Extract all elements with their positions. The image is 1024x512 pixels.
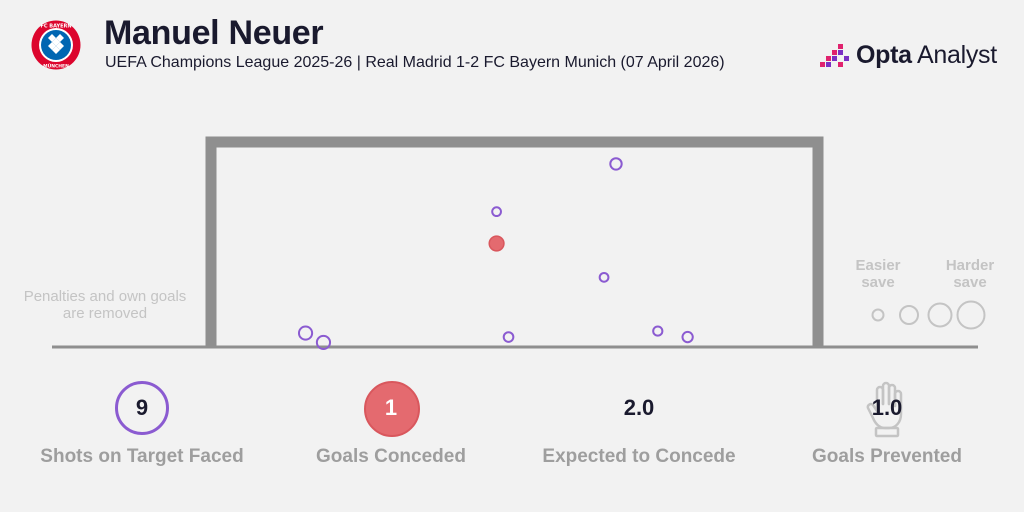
- stat-shots-on-target: 9 Shots on Target Faced: [22, 380, 262, 468]
- ring-icon: [115, 381, 169, 435]
- goalkeeper-glove-icon: [866, 381, 903, 438]
- note-line-1: Penalties and own goals: [23, 288, 187, 305]
- legend-harder-line1: Harder: [945, 257, 995, 274]
- stat-mark: 2.0: [519, 380, 759, 436]
- stat-value: 1.0: [871, 395, 903, 420]
- filled-circle-icon: [364, 381, 420, 437]
- stat-mark: 1.0: [767, 380, 1007, 438]
- size-legend: [871, 300, 986, 330]
- match-subtitle: UEFA Champions League 2025-26 | Real Mad…: [105, 54, 725, 71]
- stat-goals-conceded: 1 Goals Conceded: [271, 380, 511, 468]
- legend-easier-label: Easier save: [838, 257, 918, 291]
- saved-shot-marker: [652, 325, 664, 337]
- saved-shot-marker: [297, 325, 314, 341]
- brand-light: Analyst: [911, 40, 997, 69]
- brand-bold: Opta: [856, 40, 912, 69]
- stat-goals-prevented: 1.0 Goals Prevented: [767, 380, 1007, 468]
- goal-frame: [205, 136, 824, 347]
- legend-size-circle: [927, 302, 953, 328]
- page-title: Manuel Neuer: [104, 14, 324, 52]
- goal-shot-marker: [488, 235, 505, 252]
- svg-text:FC BAYERN: FC BAYERN: [40, 24, 71, 30]
- stat-label: Goals Prevented: [812, 446, 962, 467]
- shots-layer: [297, 157, 694, 351]
- saved-shot-marker: [315, 334, 332, 351]
- saved-shot-marker: [491, 206, 502, 218]
- saved-shot-marker: [609, 157, 623, 171]
- legend-harder-line2: save: [953, 274, 987, 291]
- legend-size-circle: [871, 308, 885, 322]
- svg-text:MÜNCHEN: MÜNCHEN: [43, 63, 69, 70]
- note-line-2: are removed: [62, 305, 148, 322]
- stat-mark: 9: [22, 380, 262, 436]
- saved-shot-marker: [598, 271, 610, 283]
- opta-logo-icon: [820, 44, 849, 67]
- stat-value: 1: [384, 395, 398, 420]
- stat-label: Goals Conceded: [316, 446, 466, 467]
- stat-value: 9: [135, 395, 149, 420]
- legend-easier-line1: Easier: [855, 257, 901, 274]
- penalties-note: Penalties and own goals are removed: [0, 288, 210, 322]
- legend-easier-line2: save: [861, 274, 895, 291]
- stat-expected-to-concede: 2.0 Expected to Concede: [519, 380, 759, 468]
- opta-analyst-logo: Opta Analyst: [820, 38, 997, 72]
- legend-size-circle: [956, 300, 986, 330]
- saved-shot-marker: [681, 330, 694, 344]
- stat-value: 2.0: [623, 395, 655, 420]
- fc-bayern-crest-logo: FC BAYERN MÜNCHEN: [31, 20, 81, 70]
- saved-shot-marker: [502, 331, 515, 343]
- stat-label: Shots on Target Faced: [40, 446, 244, 467]
- stat-label: Expected to Concede: [542, 446, 736, 467]
- legend-size-circle: [899, 305, 919, 325]
- legend-harder-label: Harder save: [930, 257, 1010, 291]
- stat-mark: 1: [271, 380, 511, 437]
